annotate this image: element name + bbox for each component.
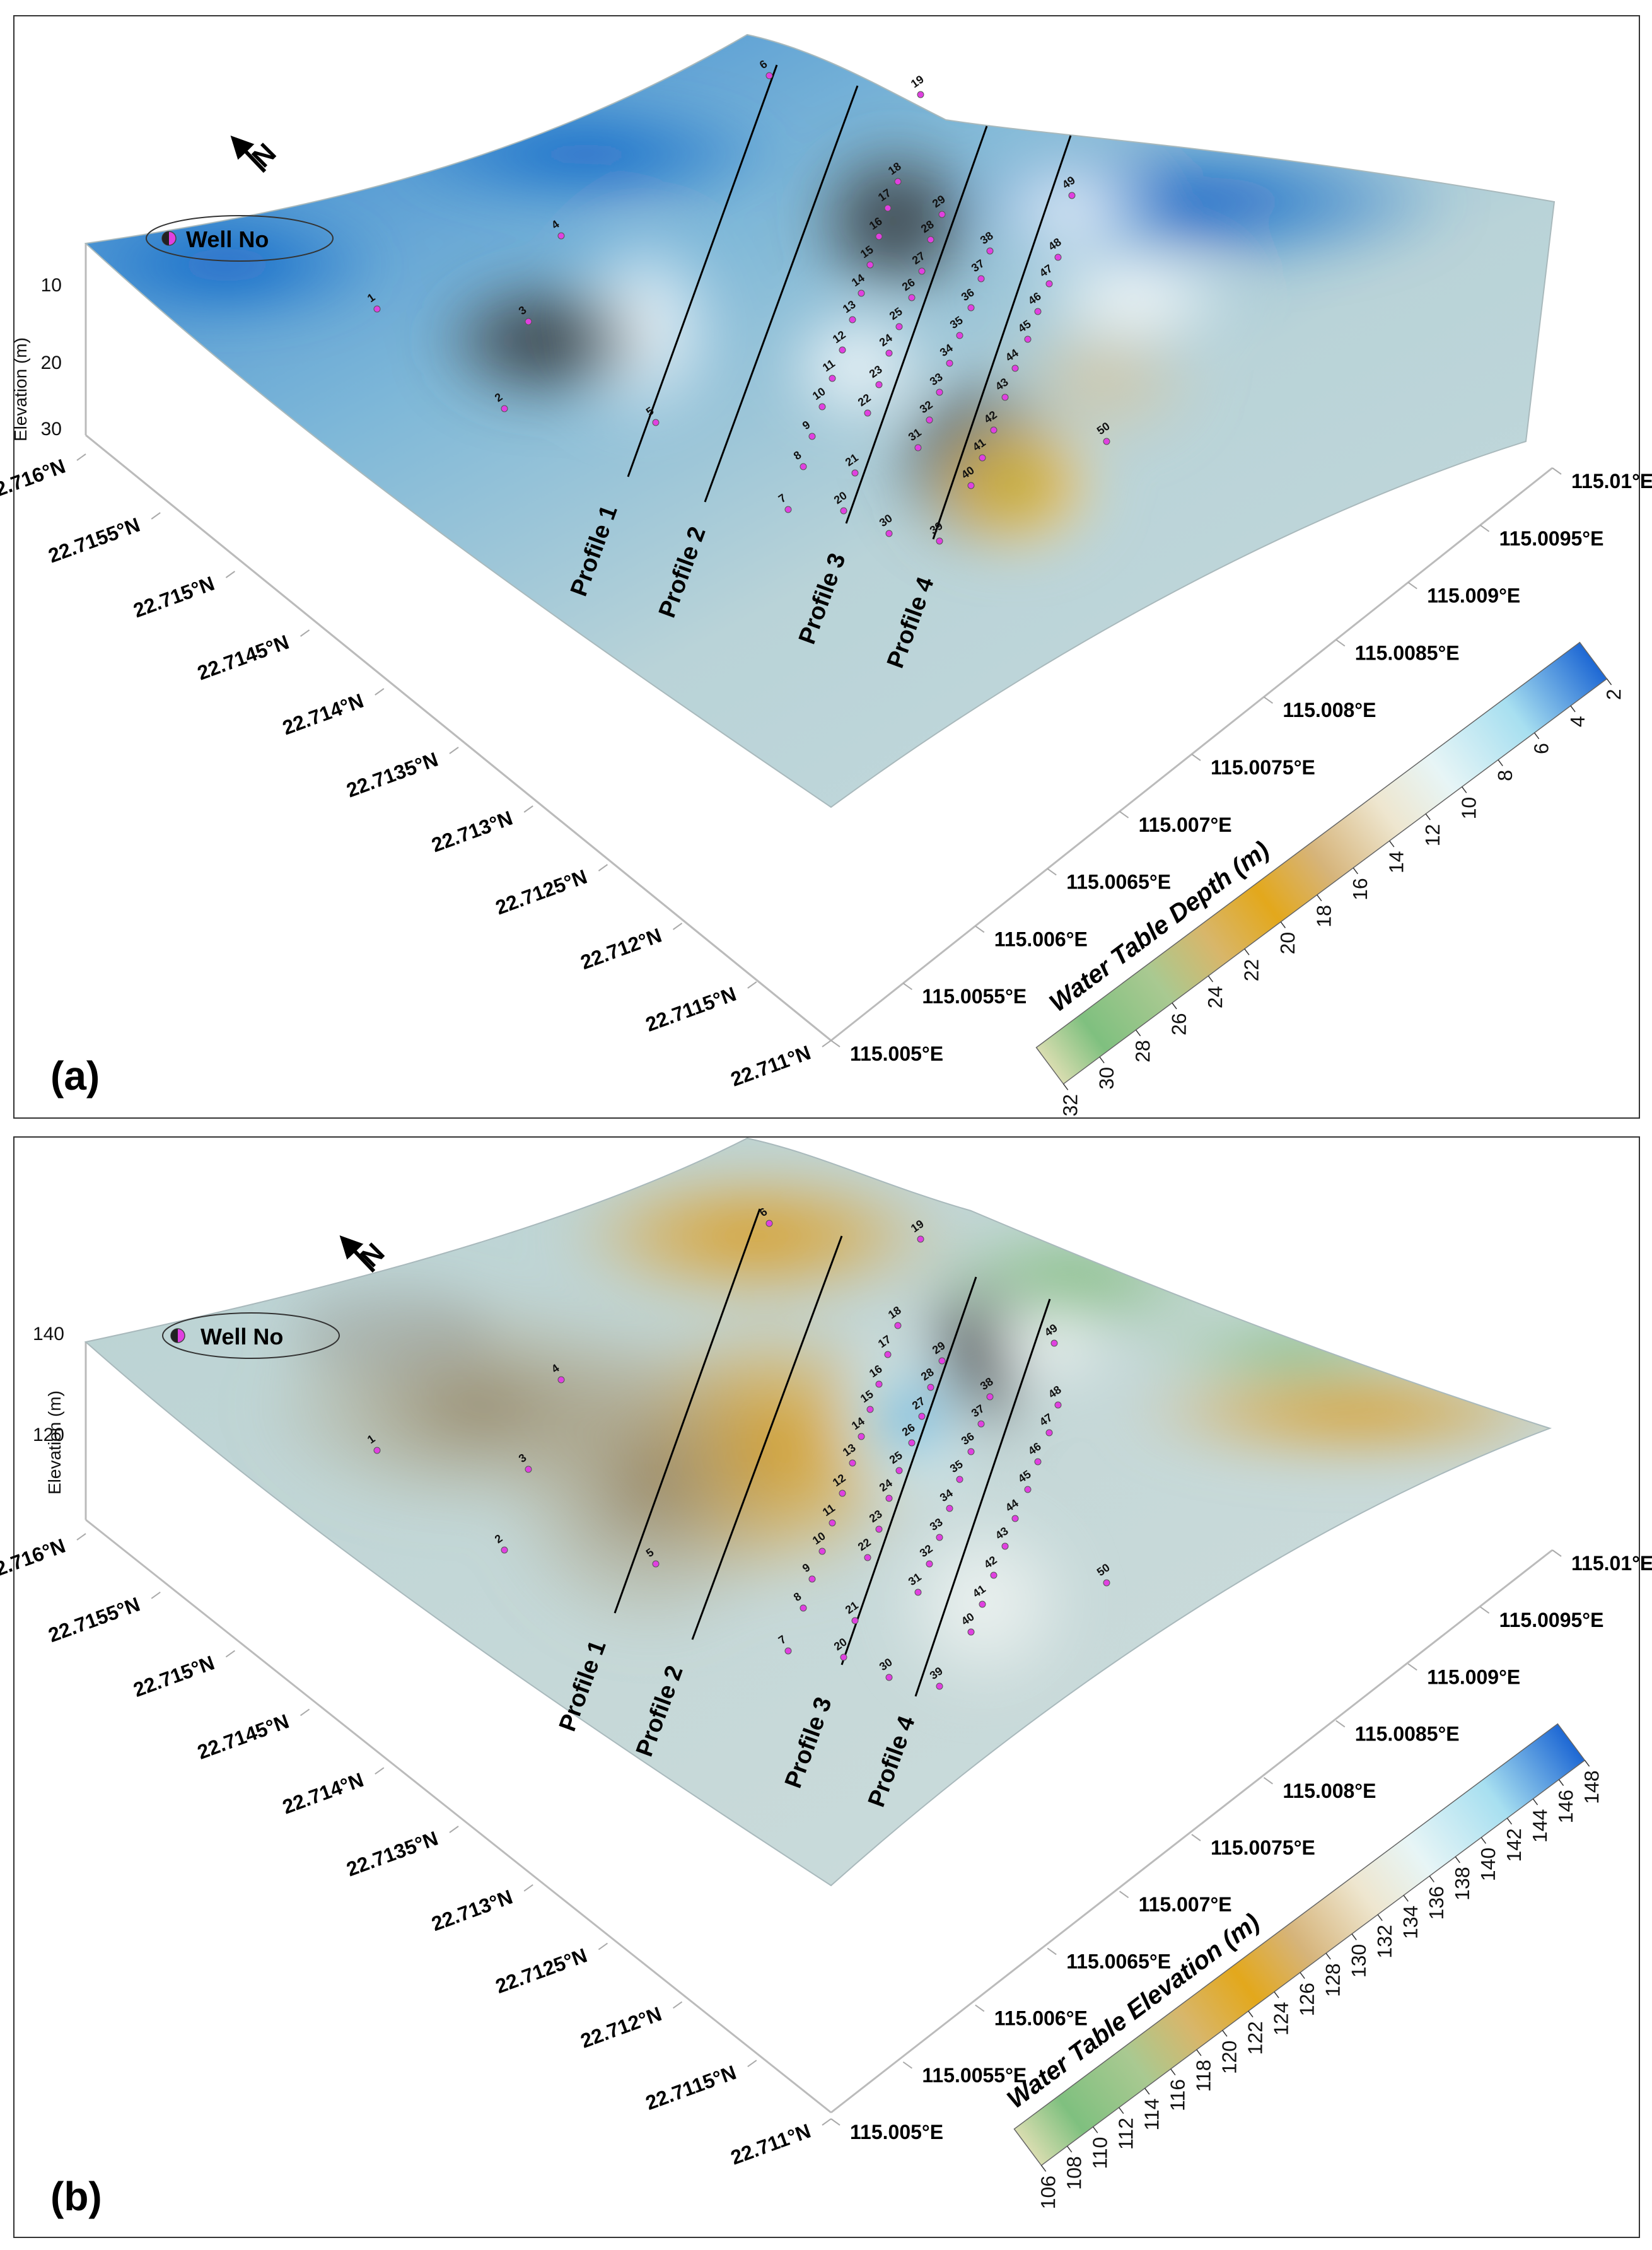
panel-b-elev-tick-140: 140 bbox=[33, 1324, 64, 1344]
panel-a-lon-tick-1: 115.0055°E bbox=[922, 985, 1027, 1008]
panel-b-colorbar-tick-16: 138 bbox=[1451, 1867, 1474, 1901]
panel-a-colorbar-tick-11: 24 bbox=[1204, 986, 1226, 1008]
panel-b-lon-tick-4: 115.007°E bbox=[1139, 1893, 1232, 1916]
panel-b-elev-tick-120: 120 bbox=[33, 1425, 64, 1445]
panel-b-colorbar-tick-13: 132 bbox=[1373, 1925, 1396, 1959]
panel-a-colorbar-tick-5: 12 bbox=[1421, 824, 1444, 846]
panel-a-elev-tick-10: 10 bbox=[41, 275, 62, 296]
panel-b-lon-tick-8: 115.009°E bbox=[1427, 1665, 1520, 1688]
panel-b-colorbar-tick-8: 122 bbox=[1244, 2021, 1267, 2055]
panel-b-lon-tick-2: 115.006°E bbox=[994, 2007, 1088, 2030]
panel-a-elev-tick-20: 20 bbox=[41, 353, 62, 373]
panel-a-colorbar-tick-0: 2 bbox=[1602, 689, 1625, 700]
panel-b-legend-label: Well No bbox=[201, 1324, 283, 1349]
panel-a-longitude-axis: 115.005°E 115.0055°E 115.006°E 115.0065°E 11… bbox=[830, 467, 1652, 1065]
panel-a-colorbar-tick-8: 18 bbox=[1313, 905, 1335, 928]
panel-a-colorbar-tick-12: 26 bbox=[1168, 1013, 1190, 1035]
panel-a-colorbar-tick-10: 22 bbox=[1240, 959, 1263, 982]
panel-a-colorbar-ramp bbox=[1035, 641, 1608, 1085]
panel-a-lon-tick-3: 115.0065°E bbox=[1066, 871, 1171, 894]
panel-b-legend: Well No bbox=[162, 1312, 340, 1359]
panel-b-longitude-axis: 115.005°E 115.0055°E 115.006°E 115.0065°E 11… bbox=[830, 1549, 1652, 2143]
panel-a-colorbar-tick-1: 4 bbox=[1566, 716, 1589, 727]
panel-a-profile-lines bbox=[627, 64, 1072, 540]
panel-a-colorbar-tick-13: 28 bbox=[1131, 1040, 1154, 1063]
panel-a-lon-tick-9: 115.0095°E bbox=[1499, 527, 1604, 550]
panel-b-elevation-axis: 140 120 Elevation (m) bbox=[33, 1324, 64, 1495]
panel-a: Profile 1 Profile 2 Profile 3 Profile 4 … bbox=[0, 15, 1652, 1119]
panel-a-elev-tick-30: 30 bbox=[41, 419, 62, 440]
panel-b-colorbar-tick-7: 120 bbox=[1218, 2041, 1240, 2075]
panel-b-elev-title: Elevation (m) bbox=[45, 1390, 64, 1495]
panel-b-colorbar-tick-11: 128 bbox=[1322, 1963, 1344, 1997]
panel-b-colorbar-tick-5: 116 bbox=[1166, 2079, 1189, 2111]
panel-a-label: (a) bbox=[50, 1053, 100, 1099]
panel-b-colorbar-tick-3: 112 bbox=[1114, 2118, 1137, 2150]
panel-a-lon-tick-0: 115.005°E bbox=[850, 1042, 943, 1065]
panel-a-lon-tick-4: 115.007°E bbox=[1139, 813, 1232, 836]
panel-b-lon-tick-10: 115.01°E bbox=[1571, 1552, 1652, 1575]
panel-b-colorbar-tick-2: 110 bbox=[1088, 2137, 1111, 2169]
panel-b-lon-tick-5: 115.0075°E bbox=[1211, 1836, 1315, 1859]
panel-a-lon-tick-2: 115.006°E bbox=[994, 928, 1088, 950]
panel-a-surface-outline bbox=[84, 33, 1556, 808]
panel-b: Profile 1 Profile 2 Profile 3 Profile 4 … bbox=[0, 1136, 1652, 2238]
panel-b-colorbar-tick-21: 148 bbox=[1580, 1770, 1603, 1804]
panel-b-colorbar-ramp bbox=[1013, 1723, 1586, 2166]
panel-b-lon-tick-9: 115.0095°E bbox=[1499, 1609, 1604, 1631]
panel-b-axis-box bbox=[84, 1342, 1553, 2114]
panel-a-lon-tick-7: 115.0085°E bbox=[1355, 641, 1460, 664]
panel-b-colorbar-tick-20: 146 bbox=[1554, 1790, 1577, 1824]
panel-b-colorbar-tick-14: 134 bbox=[1399, 1905, 1422, 1939]
panel-b-colorbar-tick-0: 106 bbox=[1037, 2176, 1059, 2210]
panel-a-lon-tick-8: 115.009°E bbox=[1427, 585, 1520, 607]
panel-b-profile-lines bbox=[614, 1208, 1051, 1697]
panel-a-colorbar-tick-3: 8 bbox=[1494, 770, 1516, 781]
panel-a-legend: Well No bbox=[146, 215, 334, 262]
panel-a-lon-tick-10: 115.01°E bbox=[1571, 470, 1652, 493]
panel-b-colorbar-tick-4: 114 bbox=[1140, 2098, 1163, 2130]
panel-b-surface-outline bbox=[84, 1137, 1552, 1887]
panel-b-lon-tick-3: 115.0065°E bbox=[1066, 1950, 1171, 1973]
panel-b-colorbar-tick-18: 142 bbox=[1503, 1828, 1525, 1862]
panel-b-lon-tick-7: 115.0085°E bbox=[1355, 1723, 1460, 1746]
panel-a-elevation-axis: 10 20 30 Elevation (m) bbox=[11, 275, 62, 441]
panel-b-colorbar-tick-9: 124 bbox=[1270, 2002, 1293, 2036]
panel-b-colorbar-tick-15: 136 bbox=[1425, 1886, 1448, 1920]
panel-a-colorbar-tick-7: 16 bbox=[1349, 878, 1371, 901]
panel-a-colorbar-tick-9: 20 bbox=[1276, 932, 1299, 955]
panel-b-colorbar-tick-10: 126 bbox=[1296, 1983, 1318, 2017]
panel-a-legend-label: Well No bbox=[186, 226, 269, 252]
panel-b-label: (b) bbox=[50, 2174, 102, 2219]
panel-b-colorbar-tick-1: 108 bbox=[1062, 2156, 1085, 2190]
panel-b-colorbar-tick-12: 130 bbox=[1347, 1944, 1370, 1978]
panel-b-colorbar-tick-6: 118 bbox=[1192, 2060, 1214, 2092]
panel-a-colorbar-tick-6: 14 bbox=[1385, 851, 1407, 873]
panel-a-lon-tick-5: 115.0075°E bbox=[1211, 756, 1315, 779]
panel-a-elev-title: Elevation (m) bbox=[11, 337, 30, 441]
panel-a-colorbar-tick-14: 30 bbox=[1095, 1067, 1118, 1090]
panel-b-lon-tick-6: 115.008°E bbox=[1283, 1780, 1376, 1802]
panel-b-lon-tick-0: 115.005°E bbox=[850, 2121, 943, 2143]
panel-a-lon-tick-6: 115.008°E bbox=[1283, 699, 1376, 721]
panel-a-colorbar-tick-15: 32 bbox=[1059, 1094, 1081, 1117]
panel-b-colorbar-tick-19: 144 bbox=[1528, 1809, 1551, 1843]
panel-a-colorbar-tick-4: 10 bbox=[1457, 797, 1480, 820]
panel-b-colorbar-tick-17: 140 bbox=[1477, 1848, 1499, 1882]
panel-b-lon-tick-1: 115.0055°E bbox=[922, 2064, 1027, 2087]
panel-a-colorbar-tick-2: 6 bbox=[1530, 743, 1552, 754]
